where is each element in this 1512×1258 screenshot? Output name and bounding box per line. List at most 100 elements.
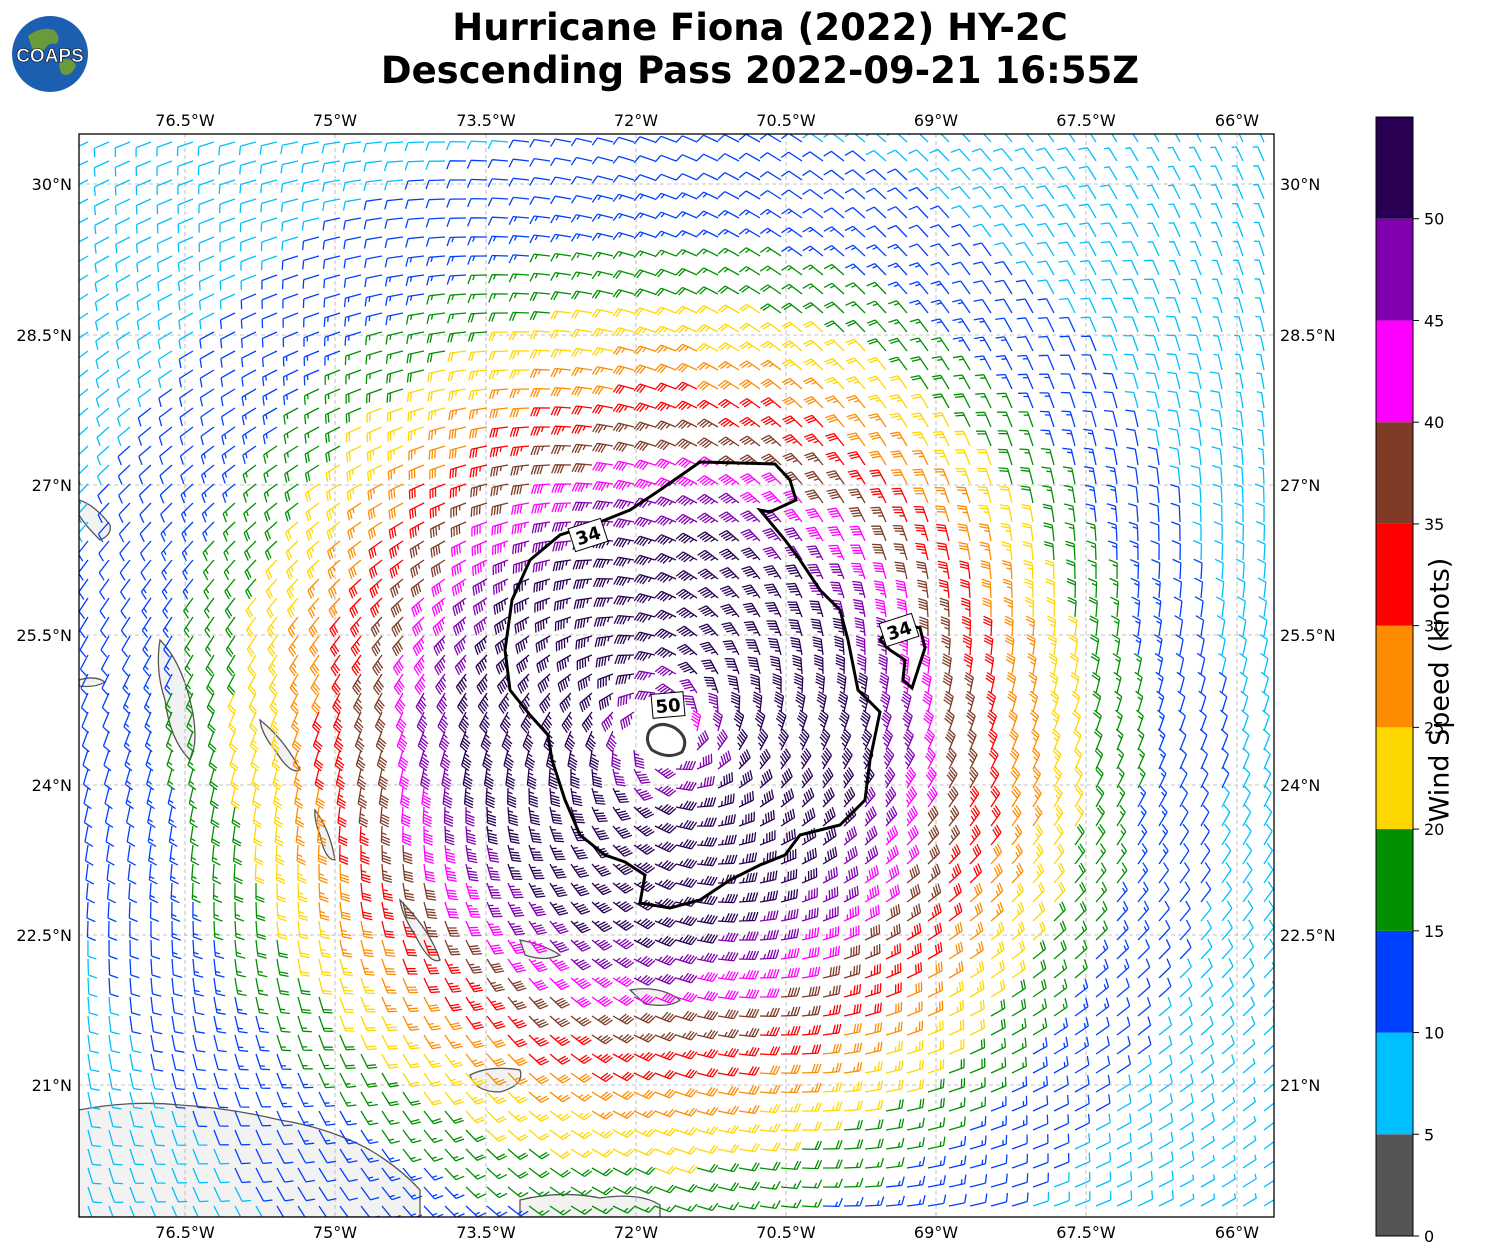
wind-barb <box>570 806 585 824</box>
wind-barb <box>221 445 236 465</box>
wind-barb <box>245 578 257 600</box>
wind-barb <box>280 160 299 174</box>
wind-barb <box>171 920 181 941</box>
wind-barb <box>801 966 821 979</box>
wind-barb <box>304 445 320 464</box>
wind-barb <box>803 358 824 371</box>
wind-barb <box>1074 997 1089 1017</box>
wind-barb <box>465 958 483 974</box>
wind-barb <box>1179 843 1190 865</box>
wind-barb <box>1242 1135 1257 1150</box>
wind-barb <box>612 825 633 839</box>
wind-barb <box>198 217 215 233</box>
wind-barb <box>571 424 593 435</box>
wind-barb <box>1156 709 1165 732</box>
wind-barb <box>1062 447 1076 466</box>
wind-barb <box>633 250 656 259</box>
wind-barb <box>845 338 866 352</box>
wind-barb <box>1032 901 1046 922</box>
wind-barb <box>950 134 971 143</box>
wind-barb <box>1221 1154 1236 1169</box>
wind-barb <box>1116 920 1129 941</box>
wind-barb <box>213 977 226 997</box>
wind-barb <box>1198 709 1207 732</box>
wind-barb <box>529 177 551 186</box>
wind-barb <box>1078 165 1097 181</box>
wind-barb <box>591 901 612 914</box>
wind-barb <box>612 1110 635 1119</box>
wind-barb <box>1189 222 1202 238</box>
wind-barb <box>888 318 908 333</box>
wind-barb <box>260 198 278 213</box>
wind-barb <box>975 392 992 409</box>
wind-barb <box>570 1015 592 1027</box>
wind-barb <box>364 274 383 288</box>
wind-barb <box>998 448 1013 466</box>
wind-barb <box>654 306 677 316</box>
wind-barb <box>835 654 845 675</box>
wind-barb <box>402 1129 422 1144</box>
wind-barb <box>1011 824 1023 846</box>
wind-barb <box>571 482 593 492</box>
wind-barb <box>820 747 833 770</box>
wind-barb <box>1053 1075 1069 1093</box>
wind-barb <box>331 673 341 696</box>
wind-barb <box>1080 297 1097 314</box>
wind-barb <box>654 785 677 797</box>
wind-barb <box>381 1015 398 1032</box>
wind-barb <box>268 654 278 677</box>
wind-barb <box>927 1155 946 1169</box>
wind-barb <box>388 502 404 520</box>
wind-barb <box>869 488 887 504</box>
wind-barb <box>465 1091 486 1105</box>
wind-barb <box>549 1053 571 1065</box>
wind-barb <box>968 766 979 789</box>
wind-barb <box>508 235 530 245</box>
wind-barb <box>591 289 614 299</box>
wind-barb <box>177 274 194 292</box>
wind-barb <box>550 367 572 378</box>
wind-barb <box>234 1072 250 1090</box>
wind-barb <box>1081 354 1097 371</box>
wind-barb <box>822 1120 843 1131</box>
wind-barb <box>738 134 761 143</box>
wind-barb <box>488 350 509 361</box>
wind-barb <box>916 579 929 599</box>
wind-barb <box>301 236 320 251</box>
wind-barb <box>722 640 740 656</box>
wind-barb <box>1064 522 1076 542</box>
wind-barb <box>969 1135 987 1150</box>
wind-barb <box>1100 203 1118 219</box>
wind-barb <box>522 730 534 753</box>
wind-barb <box>129 1091 143 1110</box>
wind-barb <box>738 190 761 200</box>
wind-barb <box>1053 978 1068 998</box>
lon-tick-bottom: 73.5°W <box>456 1223 516 1242</box>
wind-barb <box>488 274 509 284</box>
wind-barb <box>1217 134 1223 143</box>
wind-barb <box>301 141 320 154</box>
wind-barb <box>507 1129 529 1142</box>
wind-barb <box>84 825 94 847</box>
wind-barb <box>675 551 698 563</box>
wind-barb <box>1221 1135 1236 1150</box>
wind-barb <box>332 692 342 715</box>
wind-barb <box>864 1138 884 1150</box>
wind-barb <box>426 350 446 363</box>
wind-barb <box>1236 577 1246 599</box>
wind-barb <box>759 152 782 162</box>
wind-barb <box>1242 996 1256 1017</box>
wind-barb <box>1060 391 1076 409</box>
wind-barb <box>177 198 194 214</box>
wind-barb <box>1196 652 1206 675</box>
wind-barb <box>760 434 782 447</box>
wind-barb <box>366 445 383 462</box>
wind-barb <box>138 483 152 504</box>
wind-barb <box>759 1161 781 1171</box>
wind-barb <box>531 502 551 514</box>
wind-barb <box>1158 1131 1174 1150</box>
wind-barb <box>654 1165 677 1175</box>
wind-barb <box>108 1129 123 1147</box>
wind-barb <box>381 920 395 939</box>
wind-barb <box>529 330 551 340</box>
